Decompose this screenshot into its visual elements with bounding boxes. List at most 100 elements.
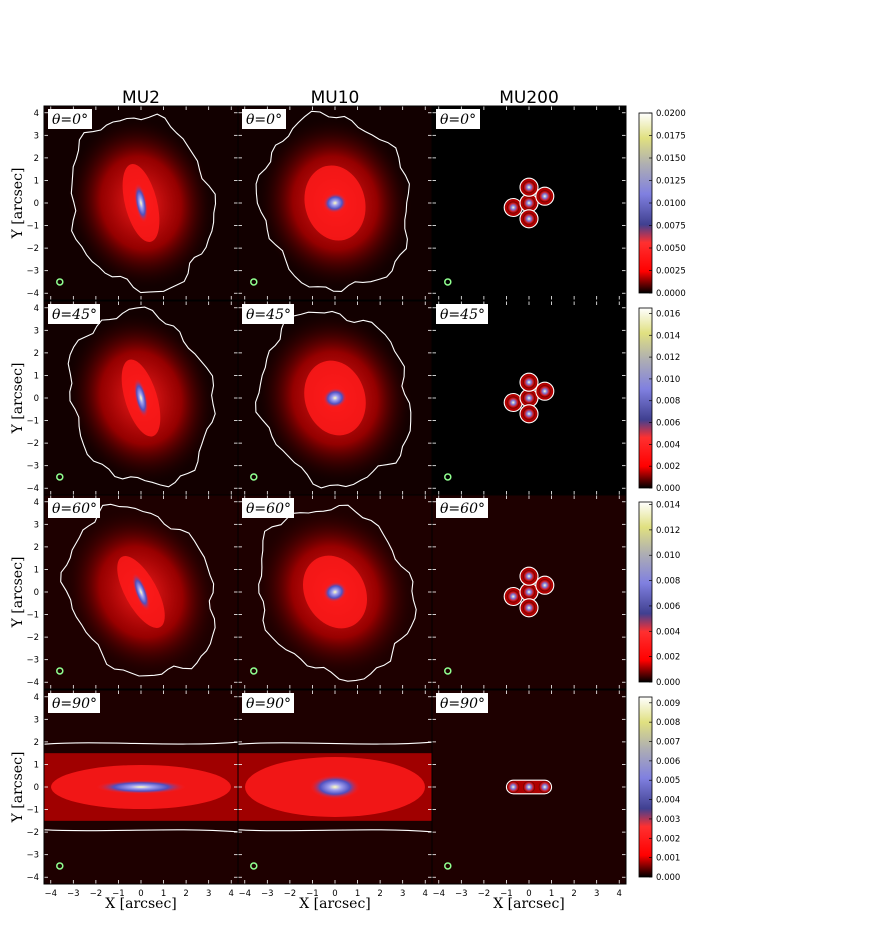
panel-grid: θ=0° 4 3 2 1 0 −1 −2 −3 −4 θ=0° θ=0° θ=45° 4 3 2 1 0 −1 −2 −… (26, 105, 627, 899)
column-title-mu2: MU2 (122, 88, 160, 108)
beam-marker (444, 862, 452, 870)
theta-label: θ=90° (48, 693, 100, 713)
panel-mu10-row2: θ=45° (237, 300, 433, 496)
point-source (523, 212, 535, 225)
x-tick-label: 4 (229, 889, 234, 899)
y-tick-label: 4 (34, 304, 39, 314)
beam-marker (444, 278, 452, 286)
svg-text:θ=0°: θ=0° (440, 112, 476, 128)
beam-marker (56, 473, 64, 481)
y-tick-label: −1 (26, 417, 39, 427)
flux-contour (70, 113, 217, 294)
theta-label: θ=90° (242, 693, 294, 713)
svg-text:θ=60°: θ=60° (246, 501, 291, 517)
y-axis-label-row4: Y [arcsec] (10, 752, 26, 824)
colorbar-tick-label: 0.000 (656, 678, 680, 688)
flux-contour (60, 503, 216, 677)
point-source (523, 570, 535, 583)
y-tick-label: 3 (34, 715, 39, 725)
x-tick-label: 2 (377, 889, 382, 899)
y-axis-label-row2: Y [arcsec] (10, 363, 26, 435)
svg-text:θ=45°: θ=45° (246, 307, 291, 323)
flux-contour (258, 504, 417, 682)
colorbar-tick-label: 0.0100 (656, 199, 686, 209)
y-tick-label: 3 (34, 326, 39, 336)
point-source (538, 190, 551, 203)
y-tick-label: −3 (26, 462, 39, 472)
svg-text:θ=90°: θ=90° (246, 696, 291, 712)
x-tick-label: 3 (400, 889, 405, 899)
x-tick-label: 0 (526, 889, 531, 899)
colorbar-gradient (638, 696, 653, 878)
x-tick-label: −4 (45, 889, 58, 899)
panel-mu2-row3: θ=60° 4 3 2 1 0 −1 −2 −3 −4 (26, 494, 239, 690)
colorbar-tick-label: 0.016 (656, 309, 680, 319)
beam-marker (444, 667, 452, 675)
svg-text:θ=60°: θ=60° (52, 501, 97, 517)
emission-core (133, 378, 149, 418)
colorbar-tick-label: 0.0150 (656, 154, 686, 164)
y-tick-label: 1 (34, 371, 39, 381)
flux-contour (237, 829, 433, 833)
emission-core (323, 581, 347, 603)
panel-mu2-row2: θ=45° 4 3 2 1 0 −1 −2 −3 −4 (26, 300, 239, 496)
flux-contour (255, 310, 412, 489)
svg-text:θ=90°: θ=90° (52, 696, 97, 712)
theta-label: θ=60° (48, 498, 100, 518)
y-tick-label: 2 (34, 349, 39, 359)
x-tick-label: −3 (67, 889, 80, 899)
colorbar-gradient (638, 501, 653, 683)
theta-label: θ=0° (242, 109, 286, 129)
flux-contour (255, 110, 410, 292)
svg-text:θ=0°: θ=0° (246, 112, 282, 128)
colorbar-tick-label: 0.008 (656, 397, 680, 407)
y-tick-label: −3 (26, 267, 39, 277)
y-tick-label: −4 (26, 873, 39, 883)
theta-label: θ=60° (436, 498, 488, 518)
column-title-mu10: MU10 (311, 88, 360, 108)
colorbar-tick-label: 0.012 (656, 526, 680, 536)
colorbar-tick-label: 0.0050 (656, 244, 686, 254)
panel-mu200-row1: θ=0° (431, 105, 627, 301)
colorbar-row4: 0.009 0.008 0.007 0.006 0.005 0.004 0.003 0.002… (638, 696, 680, 883)
x-tick-label: −2 (478, 889, 491, 899)
y-tick-label: −2 (26, 828, 39, 838)
beam-marker (250, 278, 258, 286)
panel-mu2-row4: θ=90° 4 3 2 1 0 −1 −2 −3 −4 −4 −3 −2 −1 0 1 2 3 4 (26, 689, 239, 899)
emission-core (323, 387, 347, 409)
colorbar-tick-label: 0.0025 (656, 267, 686, 277)
x-axis-label-mu200: X [arcsec] (493, 896, 565, 912)
theta-label: θ=45° (48, 304, 100, 324)
y-tick-label: 1 (34, 565, 39, 575)
y-tick-label: 3 (34, 131, 39, 141)
theta-label: θ=0° (436, 109, 480, 129)
y-tick-label: 2 (34, 738, 39, 748)
colorbar-tick-label: 0.0175 (656, 132, 686, 142)
emission-core (96, 780, 186, 794)
y-tick-label: −4 (26, 678, 39, 688)
flux-contour (43, 741, 239, 745)
y-tick-label: 0 (34, 199, 39, 209)
x-tick-label: −4 (239, 889, 252, 899)
y-tick-label: 4 (34, 109, 39, 119)
panel-mu200-row4: θ=90° −4 −3 −2 −1 0 1 2 3 4 (431, 689, 627, 899)
colorbar-row3: 0.014 0.012 0.010 0.008 0.006 0.004 0.002 0.000 (638, 501, 680, 688)
emission-core (134, 183, 148, 223)
x-tick-label: −1 (112, 889, 125, 899)
y-tick-label: −1 (26, 611, 39, 621)
colorbar-tick-label: 0.010 (656, 551, 680, 561)
beam-marker (250, 473, 258, 481)
colorbar-tick-label: 0.001 (656, 854, 680, 864)
svg-text:θ=45°: θ=45° (52, 307, 97, 323)
x-tick-label: 0 (332, 889, 337, 899)
beam-marker (56, 667, 64, 675)
colorbar-tick-label: 0.006 (656, 419, 680, 429)
x-tick-label: 0 (138, 889, 143, 899)
theta-label: θ=0° (48, 109, 92, 129)
y-tick-label: 1 (34, 176, 39, 186)
colorbar-tick-label: 0.014 (656, 331, 680, 341)
svg-text:θ=0°: θ=0° (52, 112, 88, 128)
x-tick-label: 3 (594, 889, 599, 899)
colorbar-tick-label: 0.008 (656, 577, 680, 587)
